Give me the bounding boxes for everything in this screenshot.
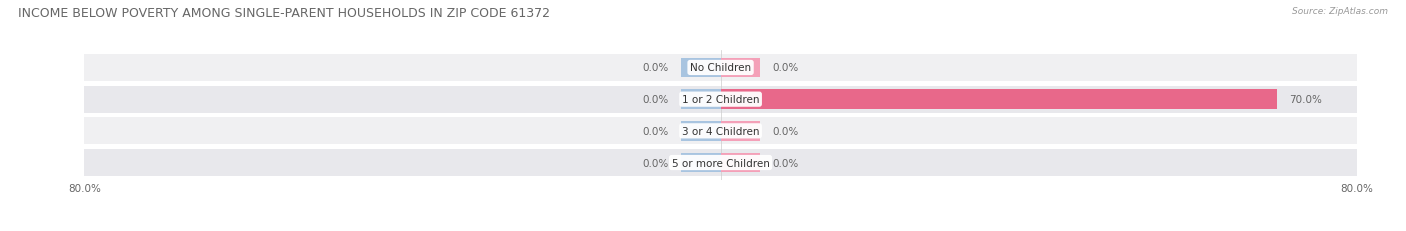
Text: 5 or more Children: 5 or more Children [672,158,769,168]
Bar [84,118,1357,145]
Text: No Children: No Children [690,63,751,73]
Text: INCOME BELOW POVERTY AMONG SINGLE-PARENT HOUSEHOLDS IN ZIP CODE 61372: INCOME BELOW POVERTY AMONG SINGLE-PARENT… [18,7,550,20]
Text: 3 or 4 Children: 3 or 4 Children [682,126,759,136]
Text: 0.0%: 0.0% [772,158,799,168]
Bar [721,90,1277,109]
Text: 0.0%: 0.0% [643,126,669,136]
Bar [84,55,1357,82]
Bar [721,153,761,173]
Text: Source: ZipAtlas.com: Source: ZipAtlas.com [1292,7,1388,16]
Text: 1 or 2 Children: 1 or 2 Children [682,95,759,105]
Bar [721,58,761,78]
Text: 0.0%: 0.0% [643,158,669,168]
Bar [681,90,721,109]
Text: 0.0%: 0.0% [643,63,669,73]
Bar [84,86,1357,113]
Text: 0.0%: 0.0% [772,63,799,73]
Bar [681,58,721,78]
Text: 0.0%: 0.0% [643,95,669,105]
Bar [721,122,761,141]
Bar [681,153,721,173]
Text: 0.0%: 0.0% [772,126,799,136]
Bar [84,149,1357,176]
Bar [681,122,721,141]
Text: 70.0%: 70.0% [1289,95,1322,105]
